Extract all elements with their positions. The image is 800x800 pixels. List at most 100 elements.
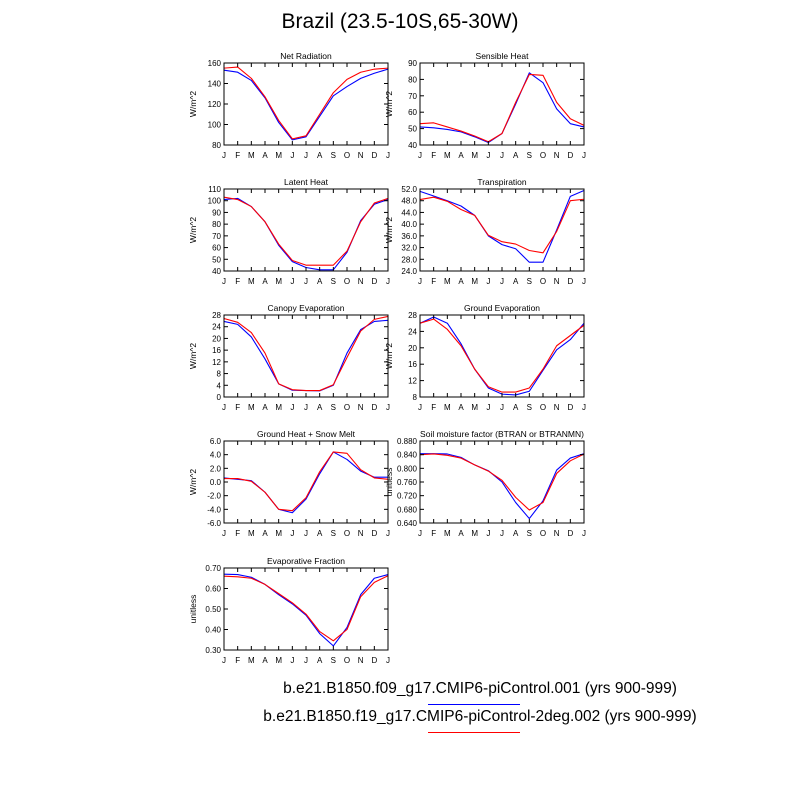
plot-frame [223,62,389,146]
y-tick-label: 80 [212,141,221,150]
y-tick-label: 80 [212,220,221,229]
y-tick-label: 2.0 [210,464,222,473]
y-tick-label: 90 [212,208,221,217]
y-tick-label: 0.40 [205,626,221,635]
y-tick-label: 28 [212,311,221,320]
series-2-line [419,73,585,143]
y-tick-label: 12 [408,377,417,386]
y-tick-label: 0.60 [205,585,221,594]
y-tick-label: 50 [408,125,417,134]
x-tick-label: J [582,529,586,538]
y-tick-label: 120 [208,100,222,109]
y-tick-label: -6.0 [207,519,221,528]
series-1-line [223,451,388,514]
panel-title: Transpiration [477,177,527,187]
series-2-line [419,318,585,393]
x-tick-label: F [431,403,436,412]
y-tick-label: 0.800 [397,464,418,473]
y-tick-label: 4.0 [210,451,222,460]
y-tick-label: 60 [408,108,417,117]
x-tick-label: M [444,529,451,538]
series-1-line [223,197,389,271]
x-tick-label: O [540,403,546,412]
y-tick-label: 44.0 [401,208,417,217]
panel-title: Sensible Heat [476,51,530,61]
x-tick-label: J [222,277,226,286]
x-tick-label: J [304,151,308,160]
y-axis-label: W/m^2 [188,217,198,243]
x-tick-label: M [444,151,451,160]
x-tick-label: O [540,529,546,538]
x-tick-label: A [458,529,464,538]
x-tick-label: D [371,151,377,160]
x-tick-label: S [527,277,532,286]
x-tick-label: S [527,151,532,160]
y-tick-label: 24 [212,323,221,332]
y-tick-label: 8 [413,393,418,402]
x-tick-label: M [275,529,282,538]
y-tick-label: 4 [217,381,222,390]
y-tick-label: 52.0 [401,185,417,194]
x-tick-label: F [431,529,436,538]
x-tick-label: D [567,403,573,412]
x-tick-label: S [331,529,336,538]
x-tick-label: J [304,403,308,412]
x-tick-label: M [444,277,451,286]
plot-frame [223,314,389,398]
x-tick-label: F [235,529,240,538]
x-tick-label: S [331,151,336,160]
x-tick-label: F [235,656,240,665]
x-tick-label: N [358,151,364,160]
x-tick-label: J [386,277,390,286]
x-tick-label: J [222,151,226,160]
y-axis-label: W/m^2 [188,469,198,495]
y-tick-label: 50 [212,255,221,264]
x-tick-label: J [582,151,586,160]
panel-title: Ground Heat + Snow Melt [257,429,356,439]
panel-8: Soil moisture factor (BTRAN or BTRANMN) u… [384,429,586,538]
x-tick-label: N [358,529,364,538]
y-tick-label: 32.0 [401,244,417,253]
y-axis-label: W/m^2 [188,343,198,369]
y-tick-label: 8 [217,370,222,379]
x-tick-label: A [262,151,268,160]
panel-title: Net Radiation [280,51,332,61]
y-tick-label: 40.0 [401,220,417,229]
x-tick-label: M [471,151,478,160]
x-tick-label: J [304,529,308,538]
plot-frame [223,440,389,524]
x-tick-label: N [554,529,560,538]
series-1-line [223,68,389,141]
y-tick-label: 70 [408,92,417,101]
legend-swatch-1 [428,704,520,705]
x-tick-label: S [331,403,336,412]
x-tick-label: J [500,151,504,160]
x-tick-label: J [582,277,586,286]
x-tick-label: O [540,277,546,286]
x-tick-label: S [527,529,532,538]
x-tick-label: J [290,529,294,538]
x-tick-label: M [275,656,282,665]
panel-9: Evaporative Fraction unitless 0.30 0.40 0.50… [188,556,390,665]
y-tick-label: 6.0 [210,437,222,446]
y-tick-label: 0.640 [397,519,418,528]
x-tick-label: J [304,277,308,286]
x-tick-label: J [500,529,504,538]
x-tick-label: M [275,403,282,412]
y-tick-label: 20 [408,344,417,353]
y-tick-label: 0.880 [397,437,418,446]
x-tick-label: A [513,529,519,538]
x-tick-label: M [275,151,282,160]
x-tick-label: D [371,656,377,665]
x-tick-label: O [344,529,350,538]
y-tick-label: 90 [408,59,417,68]
x-tick-label: A [458,277,464,286]
y-tick-label: -4.0 [207,505,221,514]
x-tick-label: N [358,656,364,665]
x-tick-label: F [235,151,240,160]
x-tick-label: J [222,403,226,412]
series-2-line [223,575,389,642]
